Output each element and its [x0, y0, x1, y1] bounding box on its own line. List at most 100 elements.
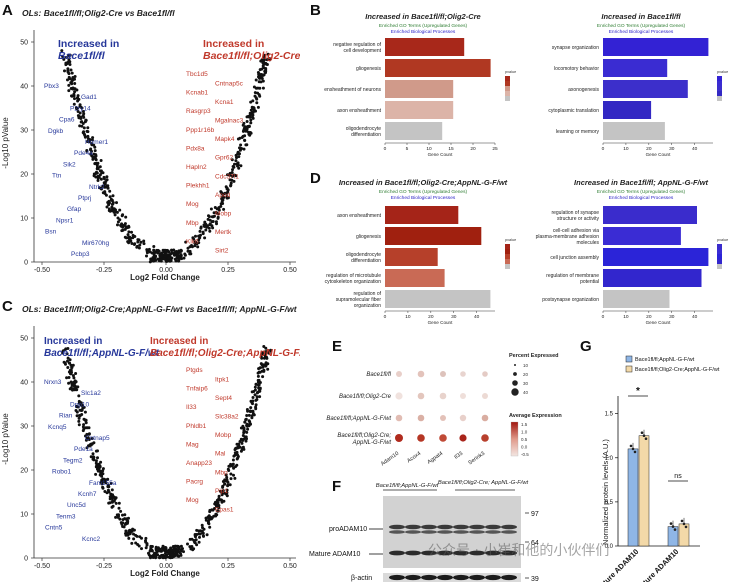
- volcano-point: [130, 230, 133, 234]
- volcano-point: [107, 501, 111, 505]
- volcano-point: [234, 153, 238, 157]
- volcano-gene-label: Mog: [186, 201, 199, 208]
- volcano-point: [69, 68, 73, 72]
- go-xtick: 5: [406, 146, 409, 152]
- go-legend-swatch: [717, 91, 722, 96]
- volcano-point: [183, 253, 187, 257]
- volcano-point: [142, 242, 146, 246]
- volcano-point: [152, 245, 156, 248]
- volcano-point: [74, 372, 78, 375]
- volcano-point: [253, 393, 257, 397]
- volcano-point: [249, 100, 253, 104]
- volcano-point: [197, 540, 201, 544]
- go-legend-swatch: [505, 244, 510, 249]
- blot-band-mature: [437, 550, 453, 556]
- volcano-point: [102, 177, 106, 181]
- panel-g-label: G: [580, 338, 592, 355]
- volcano-point: [77, 394, 81, 398]
- volcano-point: [86, 126, 90, 130]
- volcano-point: [66, 67, 70, 71]
- volcano-gene-label: Mog: [186, 497, 199, 504]
- volcano-point: [115, 201, 118, 205]
- volcano-point: [228, 178, 232, 182]
- volcano-point: [204, 228, 208, 232]
- volcano-point: [72, 92, 76, 96]
- volcano-gene-label: Cpa6: [59, 117, 75, 124]
- dotplot-dot: [417, 370, 425, 378]
- dotplot-row-label: AppNL-G-F/wt: [352, 440, 392, 446]
- blot-mw-64: 64: [531, 540, 539, 547]
- blot-lane-label-1: Bace1fl/fl;AppNL-G-F/wt: [376, 483, 439, 489]
- volcano-point: [258, 395, 262, 399]
- go-xtick: 0: [384, 314, 387, 320]
- go-legend-swatch: [717, 86, 722, 91]
- volcano-gene-label: Rian: [59, 413, 73, 420]
- volcano-gene-label: Pde1a: [74, 446, 93, 453]
- volcano-point: [202, 534, 205, 538]
- volcano-point: [119, 224, 123, 228]
- volcano-point: [215, 498, 219, 502]
- blot-band-pro: [501, 524, 517, 530]
- vc-ytick: 0: [24, 556, 28, 563]
- go-d-left-legend-green: Enriched GO Terms (Upregulated Genes): [379, 189, 468, 195]
- volcano-point: [212, 514, 216, 518]
- go-xlabel: Gene Count: [646, 152, 671, 157]
- volcano-point: [126, 519, 130, 523]
- volcano-point: [207, 215, 211, 219]
- volcano-point: [258, 94, 262, 98]
- volcano-point: [211, 220, 215, 223]
- volcano-point: [249, 406, 253, 410]
- volcano-point: [85, 426, 89, 430]
- volcano-point: [70, 94, 74, 98]
- volcano-c-right-title-1: Increased in: [150, 336, 208, 347]
- volcano-point: [214, 512, 218, 516]
- go-legend-title: pvalue: [505, 238, 516, 242]
- volcano-point: [167, 250, 171, 254]
- go-b-left-title: Increased in Bace1fl/fl;Olig2-Cre: [365, 12, 480, 21]
- volcano-point: [139, 240, 143, 244]
- blot-band-actin: [453, 574, 469, 581]
- volcano-gene-label: Itpk1: [215, 376, 229, 383]
- dotplot-row-label: Bace1fl/fl: [366, 372, 391, 378]
- volcano-point: [214, 220, 218, 224]
- volcano-point: [116, 515, 120, 519]
- volcano-point: [253, 94, 257, 98]
- volcano-point: [264, 346, 268, 350]
- volcano-point: [207, 519, 210, 523]
- dotplot-dot: [439, 392, 447, 400]
- volcano-point: [78, 124, 82, 128]
- dotplot-row-label: Bace1fl/fl;AppNL-G-F/wt: [326, 416, 391, 422]
- volcano-gene-label: Robo1: [52, 469, 72, 476]
- go-b-right-title: Increased in Bace1fl/fl: [601, 12, 681, 21]
- volcano-point: [246, 427, 250, 431]
- dotplot-pct-dot: [511, 388, 519, 396]
- volcano-point: [175, 254, 179, 258]
- volcano-point: [262, 345, 266, 348]
- volcano-point: [259, 362, 263, 366]
- volcano-point: [170, 556, 174, 559]
- volcano-point: [254, 398, 258, 402]
- volcano-gene-label: Dpp10: [70, 401, 90, 408]
- volcano-point: [232, 454, 236, 458]
- go-xtick: 30: [669, 314, 675, 320]
- volcano-point: [163, 253, 167, 256]
- volcano-gene-label: Homer1: [85, 139, 109, 146]
- volcano-point: [154, 254, 158, 258]
- volcano-point: [177, 250, 181, 254]
- volcano-point: [104, 180, 108, 183]
- volcano-gene-label: Mgalnac3: [215, 118, 244, 125]
- volcano-point: [77, 416, 81, 420]
- volcano-point: [251, 110, 255, 114]
- volcano-point: [69, 363, 73, 367]
- volcano-point: [65, 352, 69, 356]
- volcano-point: [219, 204, 223, 208]
- volcano-point: [260, 351, 264, 354]
- dotplot-e: Bace1fl/fl Bace1fl/fl;Olig2-Cre Bace1fl/fl…: [326, 353, 562, 467]
- volcano-point: [114, 515, 118, 519]
- volcano-point: [216, 215, 220, 219]
- volcano-gene-label: Cdc37l1: [215, 173, 239, 180]
- volcano-point: [128, 528, 132, 532]
- volcano-point: [246, 409, 250, 413]
- volcano-gene-label: Slc38a2: [215, 414, 239, 421]
- volcano-point: [108, 195, 112, 199]
